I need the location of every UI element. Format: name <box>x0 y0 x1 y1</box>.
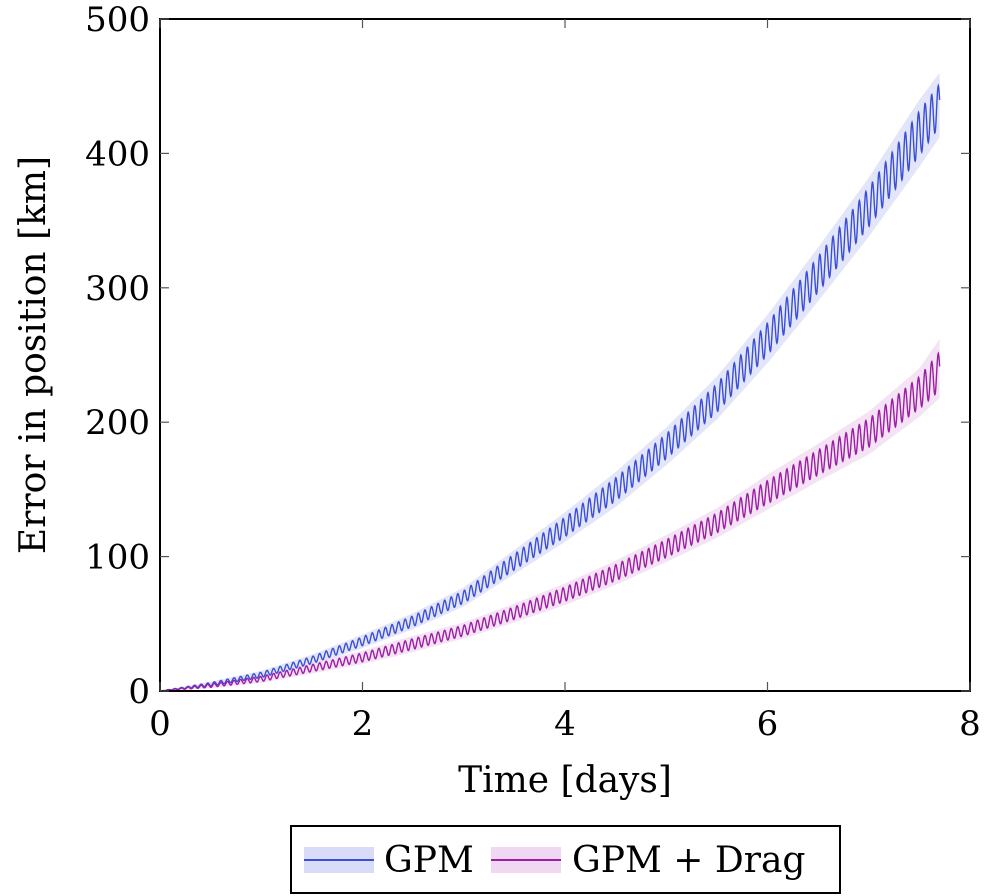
x-tick-label: 8 <box>959 704 981 744</box>
legend-item-gpm: GPM <box>304 840 474 881</box>
x-tick-label: 2 <box>352 704 374 744</box>
confidence-bands <box>160 72 940 691</box>
line-gpm <box>159 83 941 692</box>
y-tick-label: 300 <box>85 269 150 309</box>
y-tick-label: 0 <box>128 672 150 712</box>
legend-box <box>290 825 841 894</box>
y-tick-label: 500 <box>85 0 150 40</box>
legend: GPM GPM + Drag <box>290 825 841 894</box>
legend-label-gpm: GPM <box>384 840 474 881</box>
band-gpm-drag <box>160 338 940 691</box>
legend-label-gpm-drag: GPM + Drag <box>572 840 805 881</box>
x-tick-label: 6 <box>757 704 779 744</box>
legend-item-gpm-drag: GPM + Drag <box>491 840 805 881</box>
y-tick-label: 100 <box>85 538 150 578</box>
x-tick-label: 0 <box>149 704 171 744</box>
x-tick-label: 4 <box>554 704 576 744</box>
y-axis-label: Error in position [km] <box>13 156 54 554</box>
axis-ticks: 0 2 4 6 8 0 100 200 300 400 500 <box>85 0 981 744</box>
line-gpm-drag <box>159 351 941 692</box>
y-tick-label: 400 <box>85 134 150 174</box>
y-tick-label: 200 <box>85 403 150 443</box>
x-axis-label: Time [days] <box>458 760 672 801</box>
series-lines <box>159 83 941 692</box>
